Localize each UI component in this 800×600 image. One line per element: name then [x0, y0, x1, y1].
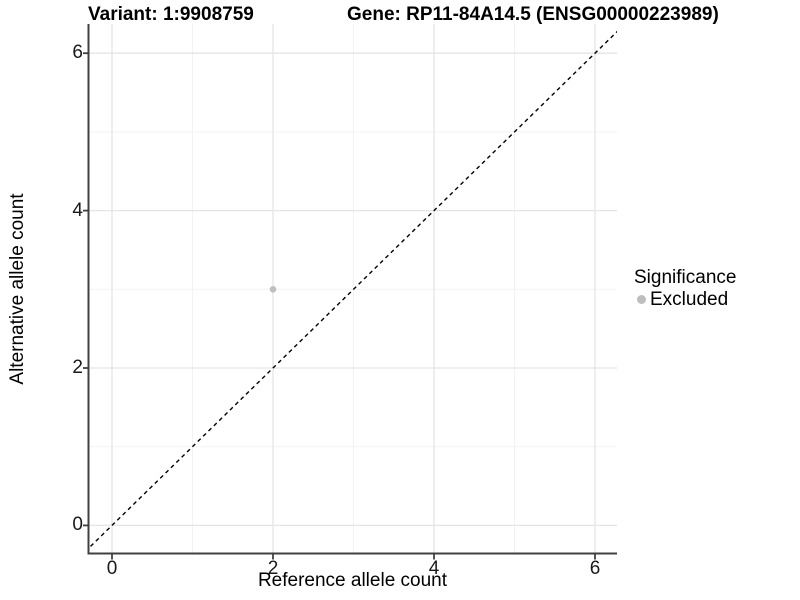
- legend-key: [634, 292, 649, 307]
- y-axis-tick-label: 2: [72, 357, 83, 378]
- legend-item: Excluded: [634, 289, 736, 310]
- x-axis-tick-label: 6: [589, 558, 601, 579]
- legend: Significance Excluded: [634, 267, 736, 310]
- x-axis-tick-label: 4: [428, 558, 440, 579]
- y-axis-tick-label: 0: [72, 514, 83, 536]
- identity-dashed-line: [88, 30, 617, 550]
- x-axis-tick-label: 2: [267, 558, 279, 579]
- data-point: [269, 286, 277, 293]
- legend-item-label: Excluded: [650, 288, 729, 310]
- y-axis-title: Alternative allele count: [7, 193, 28, 385]
- y-axis-tick-label: 6: [72, 42, 83, 64]
- plot-title-variant: Variant: 1:9908759: [88, 4, 254, 25]
- x-axis-title: Reference allele count: [257, 570, 448, 591]
- plot-title-gene: Gene: RP11-84A14.5 (ENSG00000223989): [347, 4, 719, 25]
- point-swatch-icon: [637, 295, 646, 304]
- y-axis-tick-label: 4: [72, 199, 83, 221]
- legend-title: Significance: [634, 267, 737, 288]
- x-axis-tick-label: 0: [106, 558, 118, 579]
